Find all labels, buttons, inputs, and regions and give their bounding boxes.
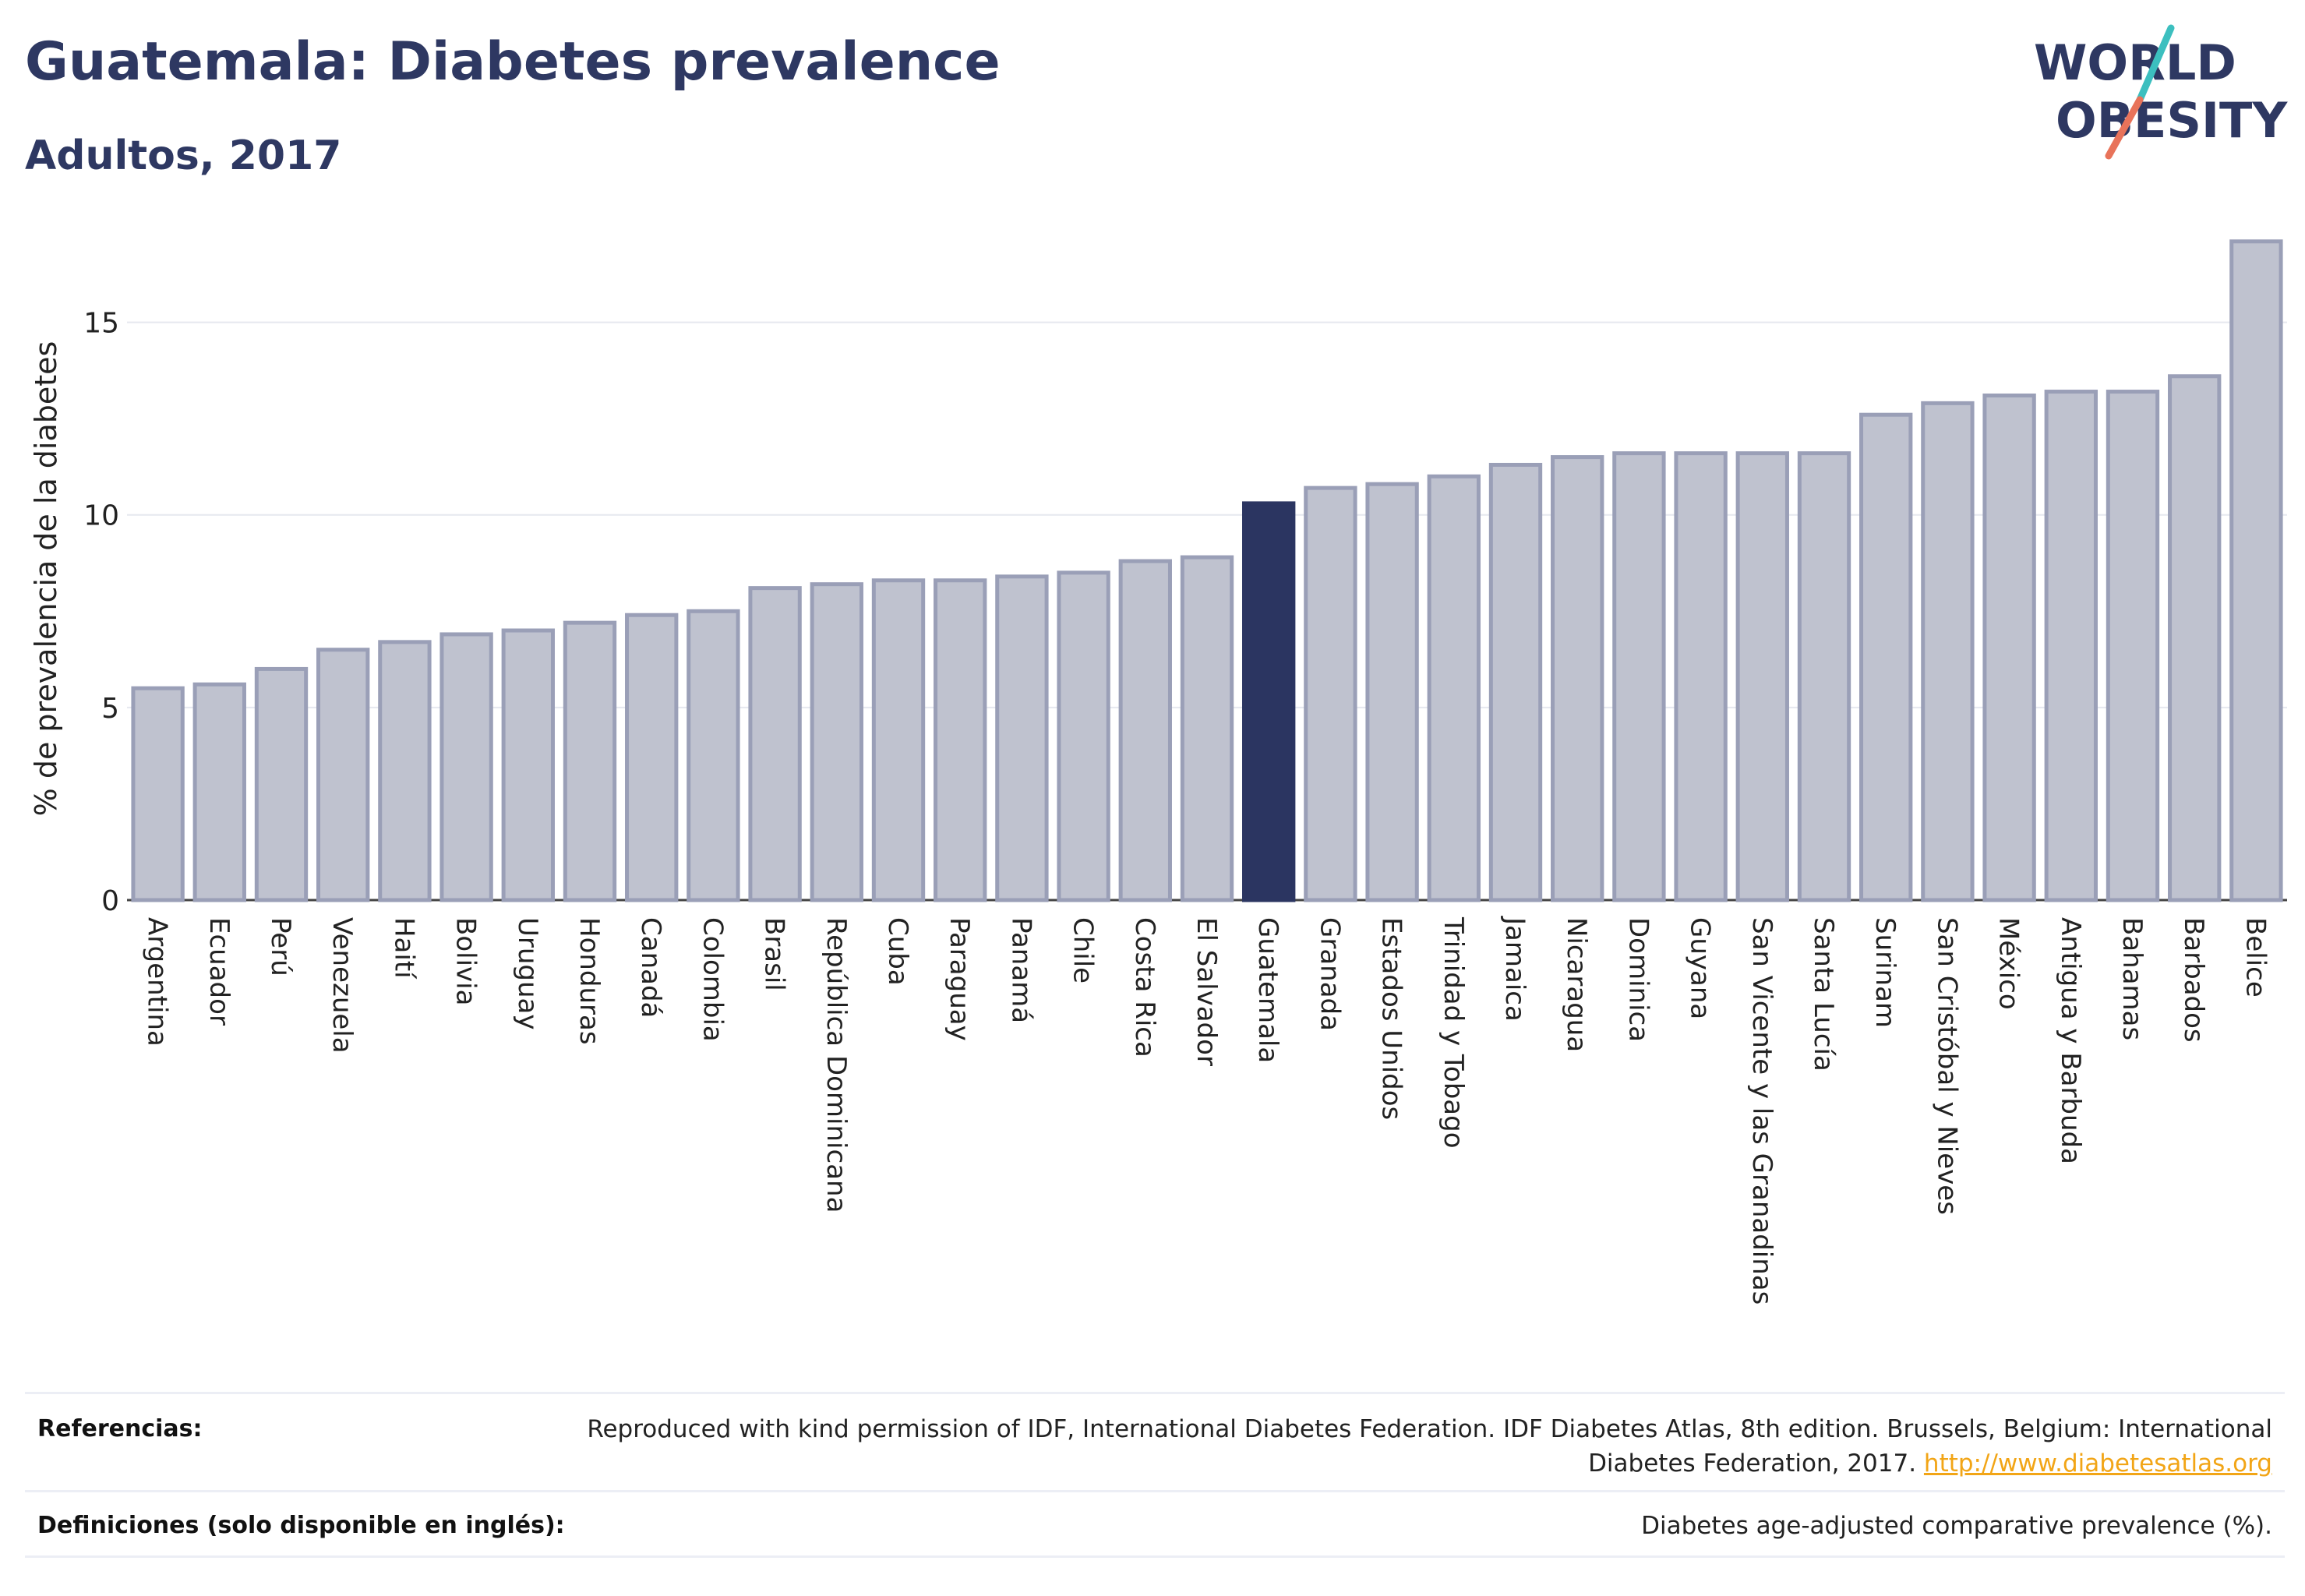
- definitions-row: Definiciones (solo disponible en inglés)…: [25, 1493, 2285, 1555]
- bar-hait-: [378, 640, 432, 902]
- bar-barbados: [2168, 374, 2222, 902]
- footer-divider-top: [25, 1392, 2285, 1394]
- x-tick-label: Argentina: [142, 917, 173, 1047]
- references-label: Referencias:: [37, 1415, 203, 1442]
- bar-brasil: [748, 586, 802, 902]
- logo-line2: OBESITY: [2056, 92, 2288, 149]
- x-tick-label: Bolivia: [450, 917, 482, 1005]
- bar-bahamas: [2106, 390, 2160, 902]
- references-citation: Reproduced with kind permission of IDF, …: [587, 1415, 2272, 1478]
- x-tick-label: San Cristóbal y Nieves: [1931, 917, 1962, 1215]
- x-tick-label: Trinidad y Tobago: [1438, 916, 1469, 1149]
- x-tick-label: República Dominicana: [821, 917, 852, 1213]
- x-tick-label: Barbados: [2178, 917, 2209, 1043]
- bar-uruguay: [501, 628, 555, 902]
- bar-antigua-y-barbuda: [2044, 390, 2098, 902]
- bar-nicaragua: [1551, 455, 1604, 902]
- x-tick-label: Venezuela: [327, 917, 358, 1054]
- definitions-label: Definiciones (solo disponible en inglés)…: [37, 1512, 565, 1539]
- bar-colombia: [687, 609, 740, 902]
- y-tick-label: 15: [83, 308, 119, 340]
- page-title: Guatemala: Diabetes prevalence: [25, 31, 1001, 93]
- bar-cuba: [871, 578, 926, 902]
- x-tick-label: Granada: [1314, 917, 1345, 1031]
- x-tick-label: Costa Rica: [1129, 917, 1160, 1058]
- logo-line1: WORLD: [2034, 34, 2236, 91]
- y-tick-labels: 0 5 10 15: [83, 308, 119, 917]
- x-tick-label: Antigua y Barbuda: [2055, 917, 2086, 1164]
- references-text: Reproduced with kind permission of IDF, …: [480, 1412, 2272, 1481]
- bar-belice: [2229, 239, 2283, 902]
- x-tick-label: Guatemala: [1252, 917, 1283, 1063]
- x-tick-labels: Argentina Ecuador Perú Venezuela Haití Bolivi…: [142, 916, 2271, 1305]
- x-tick-label: México: [1993, 917, 2024, 1010]
- x-tick-label: Guyana: [1685, 917, 1716, 1019]
- bar-panam-: [995, 574, 1049, 902]
- x-tick-label: Paraguay: [944, 917, 975, 1041]
- footer-divider-middle: [25, 1490, 2285, 1492]
- x-tick-label: Estados Unidos: [1376, 917, 1407, 1120]
- bar-granada: [1304, 486, 1357, 902]
- bar-trinidad-y-tobago: [1427, 474, 1481, 902]
- definitions-text: Diabetes age-adjusted comparative preval…: [1641, 1512, 2272, 1540]
- y-tick-label: 5: [101, 693, 119, 725]
- bar-dominica: [1612, 451, 1666, 902]
- bar-el-salvador: [1180, 555, 1234, 902]
- x-tick-label: Canadá: [635, 917, 666, 1018]
- page-subtitle: Adultos, 2017: [25, 132, 342, 179]
- bar-paraguay: [934, 578, 987, 902]
- x-tick-label: Cuba: [882, 917, 913, 986]
- bar-bolivia: [439, 632, 493, 902]
- x-tick-label: Jamaica: [1499, 916, 1530, 1022]
- x-tick-label: Haití: [388, 917, 419, 980]
- bar-costa-rica: [1118, 559, 1172, 902]
- bar-ecuador: [192, 682, 246, 902]
- bar-per-: [254, 666, 309, 902]
- logo-slash-bottom: [2105, 96, 2144, 160]
- y-tick-label: 10: [83, 500, 119, 532]
- x-tick-label: Santa Lucía: [1808, 917, 1839, 1072]
- bar-canad-: [625, 613, 679, 902]
- x-tick-label: Belice: [2240, 917, 2271, 998]
- bar-santa-luc-a: [1797, 451, 1851, 902]
- x-tick-label: Uruguay: [512, 917, 543, 1030]
- bar-guatemala: [1242, 501, 1296, 902]
- bar-jamaica: [1488, 462, 1543, 902]
- bar-rep-blica-dominicana: [810, 582, 863, 902]
- bars: [131, 239, 2283, 902]
- bar-honduras: [563, 620, 617, 902]
- x-tick-label: Panamá: [1005, 917, 1036, 1023]
- bar-san-crist-bal-y-nieves: [1921, 401, 1975, 902]
- bar-guyana: [1674, 451, 1728, 902]
- references-row: Referencias: Reproduced with kind permis…: [25, 1395, 2285, 1488]
- y-axis-label: % de prevalencia de la diabetes: [29, 341, 63, 817]
- bar-venezuela: [316, 648, 370, 902]
- bar-san-vicente-y-las-granadinas: [1735, 451, 1789, 902]
- x-tick-label: Surinam: [1869, 917, 1901, 1028]
- bar-chile: [1057, 570, 1110, 902]
- bar-m-xico: [1982, 393, 2036, 902]
- bar-estados-unidos: [1365, 482, 1419, 902]
- x-tick-label: Nicaragua: [1561, 917, 1592, 1052]
- bar-chart: 0 5 10 15 Argentina Ecuador Perú Venezuela Hait…: [29, 239, 2287, 1305]
- x-tick-label: Chile: [1068, 917, 1099, 983]
- bar-surinam: [1859, 412, 1913, 902]
- x-tick-label: San Vicente y las Granadinas: [1746, 917, 1777, 1305]
- x-tick-label: Ecuador: [203, 917, 235, 1026]
- y-tick-label: 0: [101, 885, 119, 917]
- references-link[interactable]: http://www.diabetesatlas.org: [1923, 1449, 2272, 1478]
- world-obesity-logo: WORLD OBESITY: [2034, 24, 2288, 160]
- x-tick-label: Brasil: [759, 917, 790, 991]
- x-tick-label: Dominica: [1622, 917, 1654, 1042]
- x-tick-label: Bahamas: [2116, 917, 2148, 1040]
- logo-slash-top: [2136, 24, 2175, 104]
- footer-divider-bottom: [25, 1555, 2285, 1558]
- x-tick-label: El Salvador: [1191, 917, 1222, 1066]
- x-tick-label: Honduras: [574, 917, 605, 1045]
- x-tick-label: Colombia: [697, 917, 728, 1042]
- bar-argentina: [131, 686, 185, 902]
- x-tick-label: Perú: [265, 917, 296, 976]
